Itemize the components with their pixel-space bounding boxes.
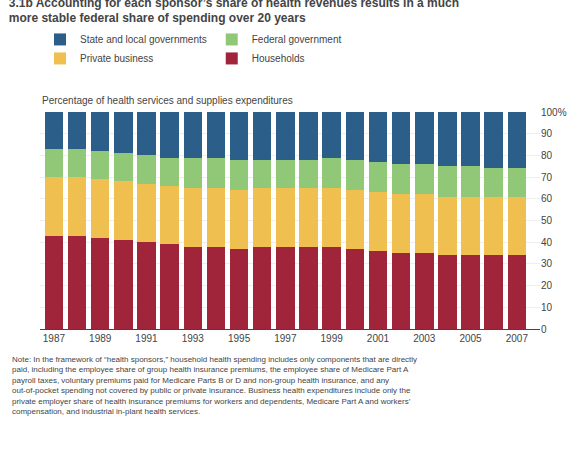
svg-text:Percentage of health services: Percentage of health services and suppli…: [42, 95, 293, 106]
svg-text:2005: 2005: [459, 333, 482, 344]
svg-text:1997: 1997: [274, 333, 297, 344]
svg-text:Private business: Private business: [80, 53, 153, 64]
svg-text:Households: Households: [252, 53, 305, 64]
svg-text:70: 70: [541, 172, 553, 183]
svg-text:100%: 100%: [541, 107, 567, 118]
svg-text:2001: 2001: [367, 333, 390, 344]
svg-text:3.1b Accounting for each spons: 3.1b Accounting for each sponsor’s share…: [9, 0, 459, 25]
svg-text:Note: In the framework of “hea: Note: In the framework of “health sponso…: [12, 355, 417, 416]
svg-text:1999: 1999: [321, 333, 344, 344]
svg-text:20: 20: [541, 280, 553, 291]
svg-text:30: 30: [541, 258, 553, 269]
svg-text:10: 10: [541, 302, 553, 313]
svg-text:State and local governments: State and local governments: [80, 34, 207, 45]
svg-text:60: 60: [541, 193, 553, 204]
svg-text:Federal government: Federal government: [252, 34, 342, 45]
svg-text:40: 40: [541, 237, 553, 248]
svg-text:90: 90: [541, 128, 553, 139]
svg-text:1993: 1993: [182, 333, 205, 344]
svg-text:0: 0: [541, 324, 547, 335]
svg-text:80: 80: [541, 150, 553, 161]
svg-text:1995: 1995: [228, 333, 251, 344]
svg-text:1987: 1987: [43, 333, 66, 344]
svg-text:2003: 2003: [413, 333, 436, 344]
svg-text:1991: 1991: [135, 333, 158, 344]
svg-text:50: 50: [541, 215, 553, 226]
svg-text:1989: 1989: [89, 333, 112, 344]
svg-text:2007: 2007: [506, 333, 529, 344]
